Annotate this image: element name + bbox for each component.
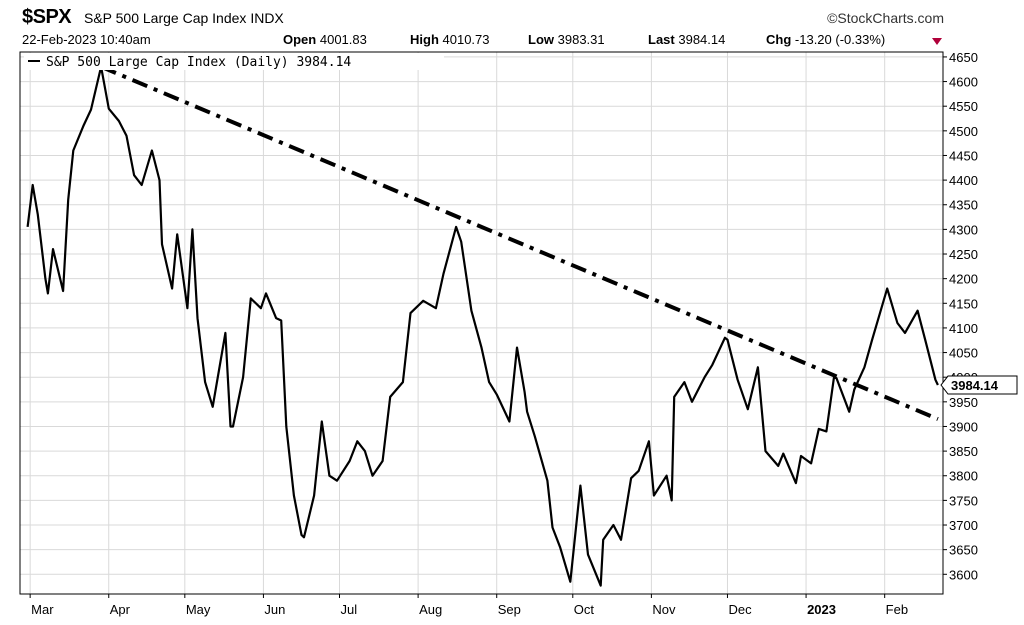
y-tick-label: 4100: [949, 321, 978, 336]
x-tick-label: Jun: [264, 602, 285, 617]
index-name: S&P 500 Large Cap Index: [84, 10, 247, 26]
quote-change: Chg -13.20 (-0.33%): [766, 32, 885, 47]
y-tick-label: 3950: [949, 395, 978, 410]
down-arrow-icon: [932, 38, 942, 45]
high-label: High: [410, 32, 439, 47]
grid-lines: [20, 52, 943, 594]
copyright-label[interactable]: ©StockCharts.com: [827, 10, 944, 26]
y-tick-label: 4600: [949, 75, 978, 90]
x-tick-label: Apr: [110, 602, 131, 617]
y-tick-label: 4400: [949, 173, 978, 188]
y-tick-label: 4250: [949, 247, 978, 262]
last-label: Last: [648, 32, 675, 47]
y-axis: 3600365037003750380038503900395040004050…: [943, 50, 978, 582]
ticker-symbol: $SPX: [22, 6, 72, 28]
x-tick-label: Aug: [419, 602, 442, 617]
y-tick-label: 3650: [949, 543, 978, 558]
chart-legend: S&P 500 Large Cap Index (Daily) 3984.14: [24, 53, 444, 70]
quote-low: Low 3983.31: [528, 32, 605, 47]
chart-header: $SPX S&P 500 Large Cap Index INDX ©Stock…: [0, 0, 1024, 50]
exchange-code: INDX: [250, 10, 284, 26]
x-tick-label: Jul: [341, 602, 358, 617]
y-tick-label: 3700: [949, 518, 978, 533]
quote-open: Open 4001.83: [283, 32, 367, 47]
legend-background: [24, 53, 444, 70]
x-tick-label: Nov: [652, 602, 676, 617]
y-tick-label: 4200: [949, 272, 978, 287]
chg-label: Chg: [766, 32, 792, 47]
last-value-tag: 3984.14: [940, 375, 1018, 395]
y-tick-label: 4350: [949, 198, 978, 213]
trendline: [100, 64, 939, 421]
x-tick-label: Oct: [574, 602, 595, 617]
last-value-box: [940, 375, 1018, 395]
y-tick-label: 4450: [949, 148, 978, 163]
y-tick-label: 3600: [949, 567, 978, 582]
x-axis: Mar Apr May Jun Jul Aug Sep Oct Nov Dec 2023 Feb: [29, 594, 908, 617]
low-value: 3983.31: [557, 32, 605, 47]
legend-label: S&P 500 Large Cap Index (Daily) 3984.14: [46, 55, 351, 70]
quote-datetime: 22-Feb-2023 10:40am: [22, 32, 151, 47]
x-tick-label: May: [186, 602, 211, 617]
plot-frame: [19, 51, 944, 595]
y-tick-label: 3850: [949, 444, 978, 459]
low-label: Low: [528, 32, 554, 47]
open-label: Open: [283, 32, 317, 47]
y-tick-label: 4050: [949, 346, 978, 361]
y-tick-label: 3750: [949, 493, 978, 508]
y-tick-label: 4300: [949, 222, 978, 237]
open-value: 4001.83: [319, 32, 367, 47]
y-tick-label: 4500: [949, 124, 978, 139]
last-value-text: 3984.14: [951, 378, 999, 393]
price-line: [26, 65, 939, 587]
chg-value: -13.20 (-0.33%): [794, 32, 886, 47]
high-value: 4010.73: [442, 32, 490, 47]
x-tick-label: Sep: [498, 602, 521, 617]
x-tick-label: Dec: [728, 602, 752, 617]
quote-high: High 4010.73: [410, 32, 490, 47]
x-tick-label: Mar: [31, 602, 54, 617]
last-value: 3984.14: [678, 32, 726, 47]
y-tick-label: 4150: [949, 296, 978, 311]
x-tick-label: Feb: [886, 602, 908, 617]
y-tick-label: 4650: [949, 50, 978, 65]
y-tick-label: 3800: [949, 469, 978, 484]
index-name-line: S&P 500 Large Cap Index INDX: [84, 10, 284, 26]
x-tick-label: 2023: [807, 602, 836, 617]
y-tick-label: 4550: [949, 99, 978, 114]
y-tick-label: 3900: [949, 419, 978, 434]
quote-last: Last 3984.14: [648, 32, 725, 47]
